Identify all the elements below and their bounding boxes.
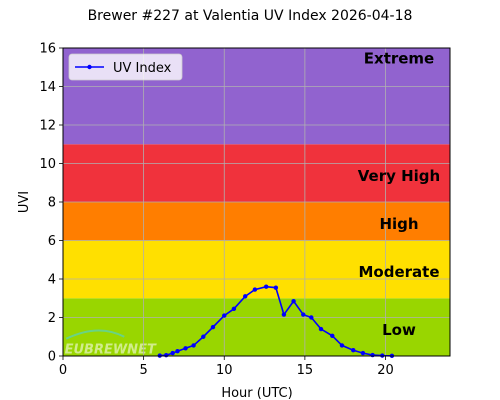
data-point <box>252 287 258 292</box>
data-point <box>309 315 314 320</box>
y-tick-label: 14 <box>39 80 56 95</box>
data-point <box>175 348 180 354</box>
data-point <box>370 352 375 358</box>
x-axis-label: Hour (UTC) <box>221 386 292 400</box>
band-label-extreme: Extreme <box>364 49 434 67</box>
data-point <box>231 306 237 312</box>
legend-marker <box>87 64 92 70</box>
data-point <box>360 350 366 356</box>
watermark-logo: EUBREWNET <box>65 343 157 358</box>
data-point <box>210 324 216 330</box>
data-point <box>164 353 169 358</box>
data-point <box>318 326 324 332</box>
legend-box <box>68 53 183 81</box>
band-label-low: Low <box>382 321 416 339</box>
y-tick-label: 16 <box>39 42 56 57</box>
x-tick-label: 5 <box>139 363 147 378</box>
x-tick-label: 10 <box>216 363 233 378</box>
data-point <box>339 343 345 348</box>
x-tick-label: 0 <box>59 363 67 378</box>
data-point <box>281 312 287 317</box>
data-point <box>183 346 188 351</box>
data-point <box>301 312 306 317</box>
watermark-swoosh <box>65 329 125 340</box>
data-point <box>191 343 196 348</box>
y-tick-label: 2 <box>48 311 56 326</box>
data-point <box>170 350 175 356</box>
data-point <box>222 313 227 318</box>
plot-area: EUBREWNET Low Moderate High Very High Extreme… <box>39 42 451 378</box>
x-tick-label: 15 <box>297 363 314 378</box>
y-tick-label: 12 <box>39 119 56 134</box>
y-tick-label: 10 <box>39 157 56 172</box>
data-point <box>243 294 248 299</box>
legend: UV Index <box>68 53 183 81</box>
data-point <box>351 348 356 353</box>
data-point <box>330 333 335 338</box>
chart-title: Brewer #227 at Valentia UV Index 2026-04… <box>88 8 413 24</box>
data-point <box>201 334 206 339</box>
data-point <box>291 298 296 304</box>
x-tick-label: 20 <box>377 363 394 378</box>
y-tick-label: 4 <box>48 273 56 288</box>
y-tick-label: 6 <box>48 234 56 249</box>
legend-label: UV Index <box>113 61 172 76</box>
band-label-very-high: Very High <box>358 167 440 185</box>
y-axis-label: UVI <box>17 191 32 213</box>
y-tick-label: 8 <box>48 196 56 211</box>
data-point <box>263 284 269 289</box>
band-label-moderate: Moderate <box>358 263 439 281</box>
band-label-high: High <box>379 215 418 233</box>
data-point <box>273 285 279 290</box>
y-tick-label: 0 <box>48 350 56 365</box>
